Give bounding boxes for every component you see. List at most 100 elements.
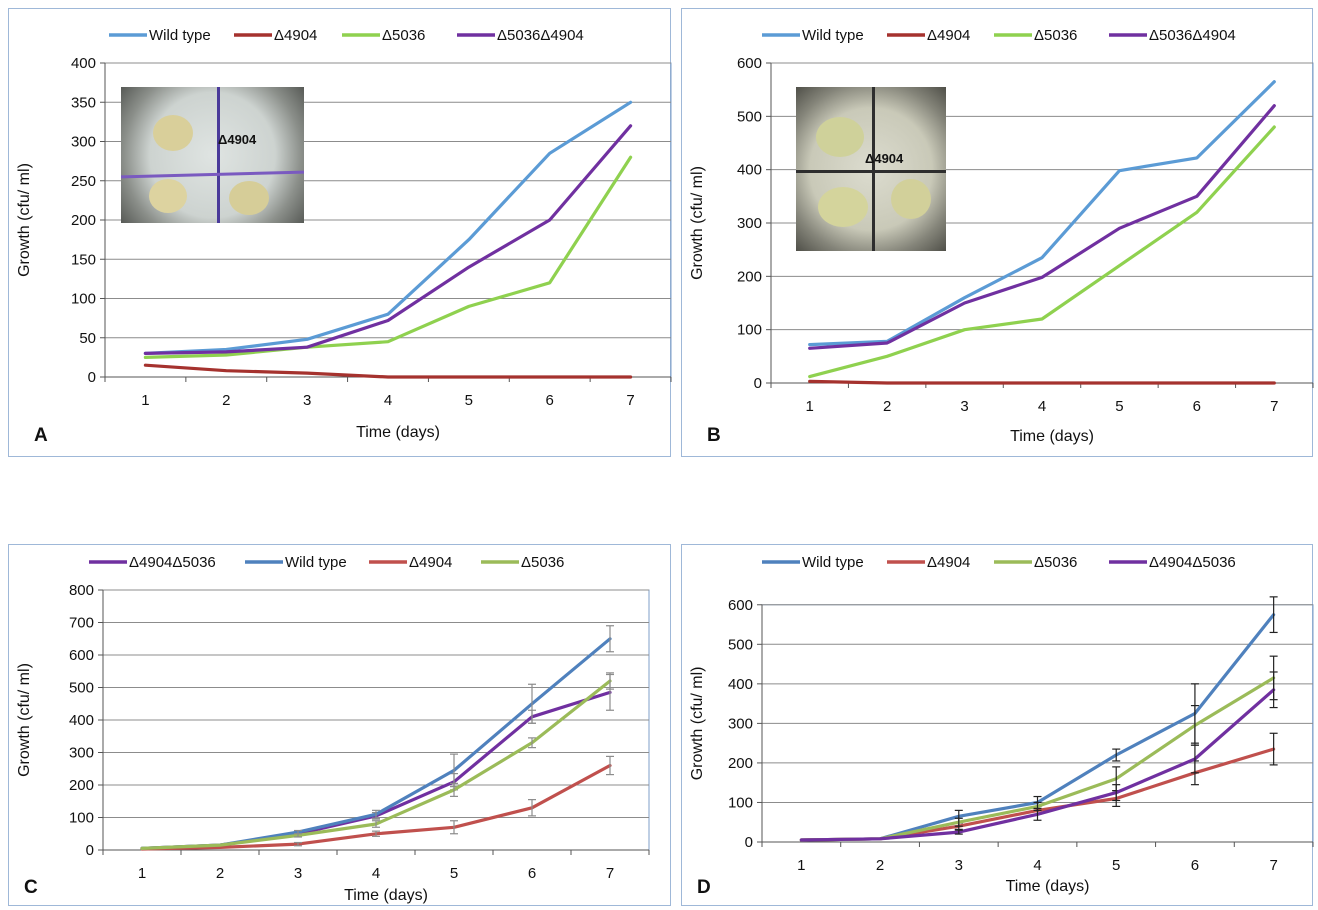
y-axis-title: Growth (cfu/ ml) xyxy=(16,663,33,777)
series-line xyxy=(808,125,1276,379)
x-tick-label: 6 xyxy=(1191,857,1199,874)
y-tick-label: 100 xyxy=(728,794,753,811)
y-tick-label: 300 xyxy=(728,715,753,732)
plate-photo-b: Δ4904 xyxy=(796,87,946,251)
y-tick-label: 300 xyxy=(71,134,96,151)
x-tick-label: 3 xyxy=(955,857,963,874)
legend-label: Δ4904 xyxy=(274,27,317,44)
chart-panel-b: 0 100 200 300 400 500 600 1 2 3 4 5 6 7 Wild type Δ4904… xyxy=(681,8,1314,457)
chart-panel-d: 0 100 200 300 400 500 600 1 2 3 4 5 6 7 Wild type Δ4904… xyxy=(681,544,1314,906)
legend-label: Wild type xyxy=(802,27,864,44)
legend-label: Wild type xyxy=(285,554,347,571)
legend-label: Wild type xyxy=(802,554,864,571)
series-line xyxy=(143,155,633,359)
legend-label: Δ4904 xyxy=(927,27,970,44)
plate-divider-horizontal xyxy=(796,170,946,173)
series-line xyxy=(808,379,1276,385)
legend-label: Δ5036 xyxy=(521,554,564,571)
y-tick-label: 200 xyxy=(69,777,94,794)
colony xyxy=(818,187,868,227)
series-line xyxy=(143,124,633,355)
y-tick-label: 600 xyxy=(69,647,94,664)
x-tick-label: 2 xyxy=(222,392,230,409)
x-tick-label: 1 xyxy=(797,857,805,874)
x-tick-label: 2 xyxy=(883,398,891,415)
y-tick-label: 400 xyxy=(69,712,94,729)
legend-label: Wild type xyxy=(149,27,211,44)
legend-label: Δ5036Δ4904 xyxy=(497,27,584,44)
x-axis-title: Time (days) xyxy=(344,887,428,904)
plate-divider-horizontal xyxy=(121,170,304,179)
y-tick-label: 0 xyxy=(754,375,762,392)
plate-label-a: Δ4904 xyxy=(218,132,257,147)
x-tick-label: 6 xyxy=(528,865,536,882)
y-tick-label: 200 xyxy=(737,268,762,285)
x-tick-label: 6 xyxy=(1193,398,1201,415)
x-tick-label: 5 xyxy=(465,392,473,409)
legend-label: Δ4904Δ5036 xyxy=(1149,554,1236,571)
x-tick-label: 3 xyxy=(294,865,302,882)
y-tick-label: 500 xyxy=(69,680,94,697)
series-line xyxy=(808,104,1276,350)
legend-label: Δ5036 xyxy=(1034,27,1077,44)
x-tick-label: 4 xyxy=(1033,857,1041,874)
colony xyxy=(153,115,193,151)
panel-label: D xyxy=(697,877,711,898)
colony xyxy=(229,181,269,215)
panel-label: B xyxy=(707,425,721,446)
y-tick-label: 150 xyxy=(71,251,96,268)
legend-label: Δ4904Δ5036 xyxy=(129,554,216,571)
x-tick-label: 7 xyxy=(1269,857,1277,874)
y-tick-label: 400 xyxy=(728,676,753,693)
y-axis-title: Growth (cfu/ ml) xyxy=(689,666,706,780)
panel-label: C xyxy=(24,877,38,898)
chart-a-svg: 0 50 100 150 200 250 300 350 400 1 2 3 4 5 6 7 Wild type… xyxy=(16,27,672,446)
legend-label: Δ5036 xyxy=(1034,554,1077,571)
y-tick-label: 50 xyxy=(79,330,96,347)
x-tick-label: 5 xyxy=(1115,398,1123,415)
chart-d-svg: 0 100 200 300 400 500 600 1 2 3 4 5 6 7 Wild type Δ4904… xyxy=(689,554,1314,898)
y-tick-label: 300 xyxy=(69,745,94,762)
x-tick-label: 5 xyxy=(1112,857,1120,874)
plate-divider-vertical xyxy=(872,87,875,251)
y-tick-label: 200 xyxy=(71,212,96,229)
chart-panel-c: 0 100 200 300 400 500 600 700 800 1 2 3 4 5 6 7 Δ4904Δ50… xyxy=(8,544,671,906)
colony xyxy=(891,179,931,219)
y-tick-label: 0 xyxy=(88,369,96,386)
x-tick-label: 7 xyxy=(626,392,634,409)
y-tick-label: 800 xyxy=(69,582,94,599)
x-tick-label: 7 xyxy=(1270,398,1278,415)
y-tick-label: 350 xyxy=(71,94,96,111)
x-axis-title: Time (days) xyxy=(1010,428,1094,445)
x-tick-label: 4 xyxy=(372,865,380,882)
plate-label-b: Δ4904 xyxy=(865,151,904,166)
x-tick-label: 3 xyxy=(303,392,311,409)
y-tick-label: 700 xyxy=(69,615,94,632)
y-tick-label: 600 xyxy=(728,597,753,614)
x-tick-label: 1 xyxy=(138,865,146,882)
x-tick-label: 1 xyxy=(806,398,814,415)
y-tick-label: 500 xyxy=(737,108,762,125)
y-axis-title: Growth (cfu/ ml) xyxy=(16,163,33,277)
y-tick-label: 400 xyxy=(71,55,96,72)
x-axis-title: Time (days) xyxy=(1006,878,1090,895)
x-tick-label: 4 xyxy=(1038,398,1046,415)
y-axis-title: Growth (cfu/ ml) xyxy=(689,166,706,280)
series-line xyxy=(143,363,633,379)
y-tick-label: 600 xyxy=(737,55,762,72)
x-tick-label: 2 xyxy=(216,865,224,882)
legend-label: Δ4904 xyxy=(927,554,970,571)
x-tick-label: 1 xyxy=(141,392,149,409)
legend-label: Δ5036Δ4904 xyxy=(1149,27,1236,44)
x-tick-label: 2 xyxy=(876,857,884,874)
y-tick-label: 0 xyxy=(745,834,753,851)
y-tick-label: 200 xyxy=(728,755,753,772)
panel-label: A xyxy=(34,425,48,446)
chart-panel-a: 0 50 100 150 200 250 300 350 400 1 2 3 4 5 6 7 Wild type… xyxy=(8,8,672,457)
y-tick-label: 100 xyxy=(69,810,94,827)
x-tick-label: 4 xyxy=(384,392,392,409)
legend-label: Δ4904 xyxy=(409,554,452,571)
x-tick-label: 5 xyxy=(450,865,458,882)
chart-b-svg: 0 100 200 300 400 500 600 1 2 3 4 5 6 7 Wild type Δ4904… xyxy=(689,27,1314,446)
